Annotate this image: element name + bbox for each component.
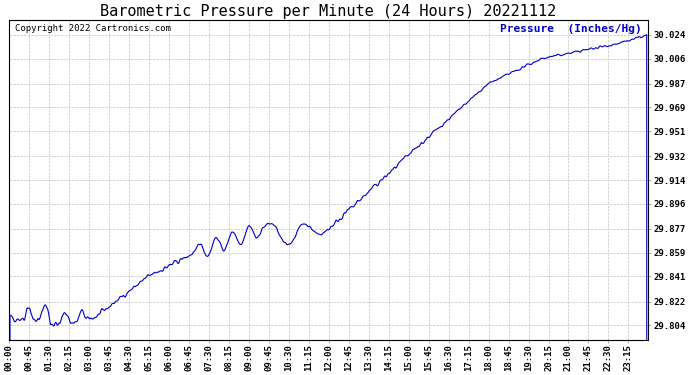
Text: Copyright 2022 Cartronics.com: Copyright 2022 Cartronics.com (15, 24, 171, 33)
Title: Barometric Pressure per Minute (24 Hours) 20221112: Barometric Pressure per Minute (24 Hours… (100, 4, 556, 19)
Text: Pressure  (Inches/Hg): Pressure (Inches/Hg) (500, 24, 642, 33)
